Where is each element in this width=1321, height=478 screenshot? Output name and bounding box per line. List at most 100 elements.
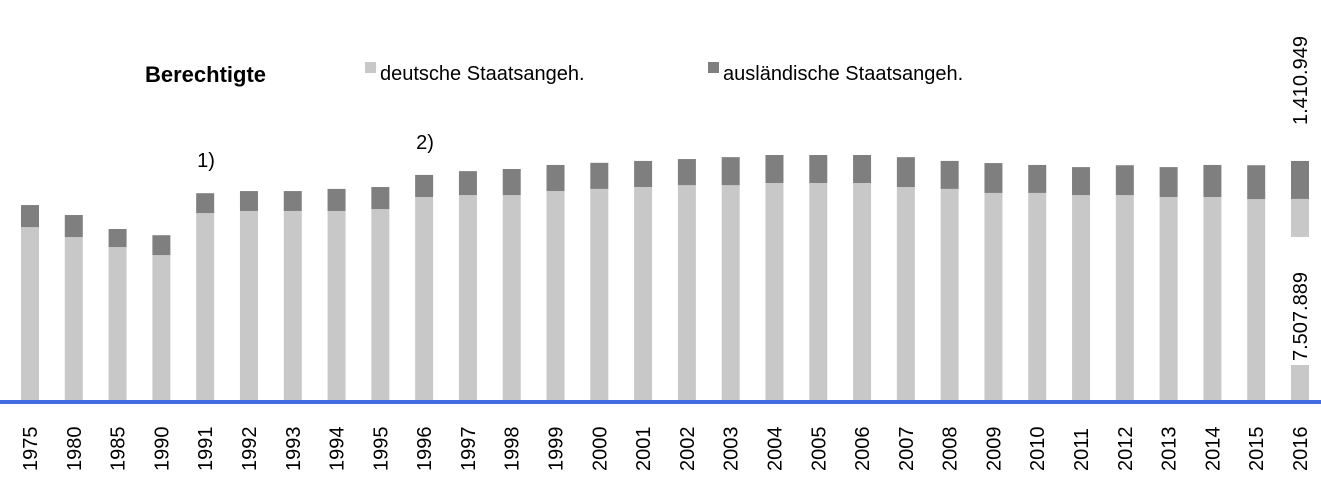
bar-segment bbox=[677, 185, 696, 401]
bar-segment bbox=[984, 163, 1003, 193]
bar-segment bbox=[590, 188, 609, 401]
bar-segment bbox=[283, 191, 302, 211]
bar-segment bbox=[1247, 165, 1266, 200]
bar-segment bbox=[1159, 196, 1178, 401]
bar-segment bbox=[415, 196, 434, 401]
bar-segment bbox=[940, 160, 959, 189]
x-tick-label: 2015 bbox=[1246, 427, 1268, 472]
x-tick-label: 2006 bbox=[852, 427, 874, 472]
x-tick-label: 1997 bbox=[458, 427, 480, 472]
x-tick-label: 2016 bbox=[1290, 427, 1312, 472]
bar-segment bbox=[502, 195, 521, 401]
chart-title: Berechtigte bbox=[145, 62, 266, 87]
bar-segment bbox=[809, 182, 828, 401]
bar-segment bbox=[721, 157, 740, 186]
bar-segment bbox=[765, 182, 784, 401]
x-tick-label: 2008 bbox=[940, 427, 962, 472]
bar-segment bbox=[853, 182, 872, 401]
bar-segment bbox=[239, 191, 258, 211]
value-label: 7.507.889 bbox=[1290, 272, 1312, 361]
x-tick-label: 2004 bbox=[764, 427, 786, 472]
bar-segment bbox=[371, 209, 390, 401]
value-label: 1.410.949 bbox=[1290, 36, 1312, 125]
bar-segment bbox=[634, 187, 653, 401]
x-tick-label: 2011 bbox=[1071, 428, 1093, 471]
bar-segment bbox=[765, 155, 784, 183]
bar-segment bbox=[1115, 165, 1134, 196]
bar-segment bbox=[108, 229, 127, 248]
bar-segment bbox=[896, 187, 915, 401]
bar-segment bbox=[283, 210, 302, 401]
x-tick-label: 1994 bbox=[327, 427, 349, 472]
x-tick-label: 2014 bbox=[1202, 427, 1224, 472]
bar-segment bbox=[1072, 195, 1091, 401]
x-tick-label: 1992 bbox=[239, 427, 261, 472]
x-tick-label: 2003 bbox=[721, 427, 743, 472]
bar-segment bbox=[634, 160, 653, 188]
x-tick-label: 1975 bbox=[20, 427, 42, 472]
bar-segment bbox=[809, 155, 828, 183]
x-tick-label: 1985 bbox=[108, 427, 130, 472]
bar-segment bbox=[21, 205, 39, 228]
bar-segment bbox=[1115, 195, 1134, 401]
bar-segment bbox=[196, 213, 215, 401]
bar-segment bbox=[152, 235, 171, 256]
annotation: 2) bbox=[416, 132, 434, 154]
x-tick-label: 2007 bbox=[896, 427, 918, 472]
bar-segment bbox=[940, 188, 959, 401]
bar-segment bbox=[64, 215, 83, 238]
x-tick-label: 1993 bbox=[283, 427, 305, 472]
bar-segment bbox=[546, 191, 565, 401]
bar-segment bbox=[546, 164, 565, 192]
bar-segment bbox=[1203, 164, 1222, 197]
bar-segment bbox=[1028, 164, 1047, 193]
bar-segment bbox=[502, 168, 521, 196]
annotation: 1) bbox=[197, 150, 215, 172]
bar-segment bbox=[1247, 199, 1266, 401]
bar-segment bbox=[1072, 167, 1091, 196]
bar-segment bbox=[1291, 160, 1309, 199]
x-tick-label: 1991 bbox=[195, 427, 217, 472]
x-tick-label: 2010 bbox=[1027, 427, 1049, 472]
legend-swatch bbox=[365, 62, 376, 73]
x-tick-label: 2009 bbox=[983, 427, 1005, 472]
bar-segment bbox=[239, 210, 258, 401]
bar-segment bbox=[1203, 196, 1222, 401]
bar-segment bbox=[896, 157, 915, 188]
bar-segment bbox=[108, 247, 127, 401]
bar-segment bbox=[590, 162, 609, 189]
bar-segment bbox=[196, 193, 215, 214]
bar-segment bbox=[152, 255, 171, 401]
bar-segment bbox=[327, 210, 346, 401]
bar-segment bbox=[677, 159, 696, 186]
x-tick-label: 2013 bbox=[1159, 427, 1181, 472]
bar-segment bbox=[64, 237, 83, 401]
x-tick-label: 1995 bbox=[370, 427, 392, 472]
legend-label: ausländische Staatsangeh. bbox=[723, 63, 963, 85]
x-tick-label: 1999 bbox=[546, 427, 568, 472]
bar-segment bbox=[327, 188, 346, 211]
x-tick-label: 1980 bbox=[64, 427, 86, 472]
x-tick-label: 2001 bbox=[633, 427, 655, 472]
x-tick-label: 2005 bbox=[808, 427, 830, 472]
bar-segment bbox=[1028, 192, 1047, 401]
label-background bbox=[1288, 237, 1312, 365]
bar-segment bbox=[371, 187, 390, 210]
bar-segment bbox=[21, 227, 39, 401]
bar-segment bbox=[458, 195, 477, 401]
x-tick-label: 1998 bbox=[502, 427, 524, 472]
bar-segment bbox=[853, 155, 872, 183]
bar-segment bbox=[458, 171, 477, 196]
x-tick-label: 1996 bbox=[414, 427, 436, 472]
legend-label: deutsche Staatsangeh. bbox=[380, 63, 585, 85]
x-tick-label: 1990 bbox=[151, 427, 173, 472]
x-tick-label: 2012 bbox=[1115, 427, 1137, 472]
x-tick-label: 2002 bbox=[677, 427, 699, 472]
bar-segment bbox=[1159, 167, 1178, 197]
bar-segment bbox=[721, 185, 740, 401]
legend-swatch bbox=[708, 62, 719, 73]
x-tick-label: 2000 bbox=[589, 427, 611, 472]
bar-segment bbox=[984, 192, 1003, 401]
bar-segment bbox=[415, 174, 434, 197]
